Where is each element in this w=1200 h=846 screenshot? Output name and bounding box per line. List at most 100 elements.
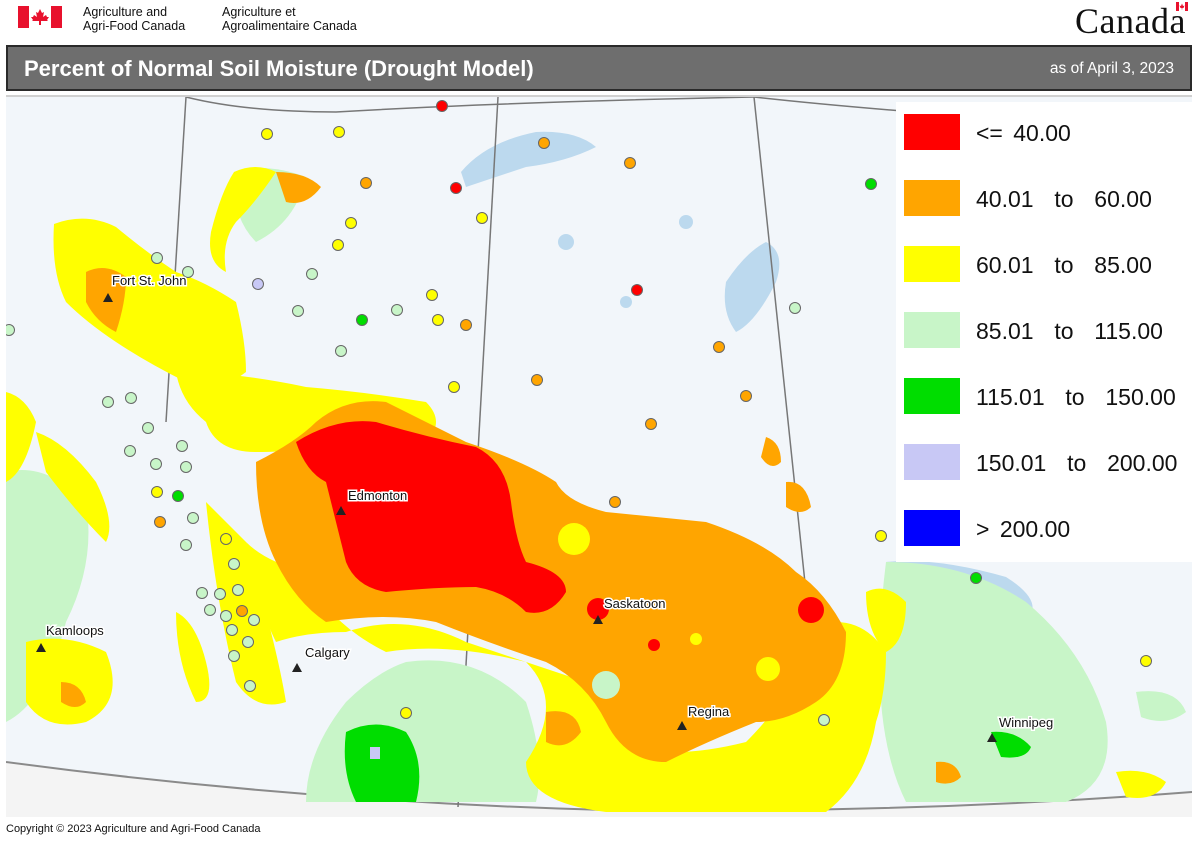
city-calgary[interactable]: Calgary — [292, 644, 352, 672]
department-name-french: Agriculture et Agroalimentaire Canada — [222, 5, 357, 33]
station-dot — [460, 319, 472, 331]
zone-yellow-sliver — [176, 612, 210, 702]
city-marker-icon — [292, 663, 302, 672]
station-dot — [226, 624, 238, 636]
copyright-notice: Copyright © 2023 Agriculture and Agri-Fo… — [6, 823, 261, 835]
legend-swatch — [904, 114, 960, 150]
zone-orange-mb — [936, 761, 961, 784]
dept-fr-line1: Agriculture et — [222, 5, 296, 19]
city-markers: Fort St. John Edmonton Kamloops Calgary … — [36, 272, 1055, 742]
lake-small-2 — [620, 296, 632, 308]
city-regina[interactable]: Regina — [677, 703, 731, 730]
city-marker-icon — [987, 733, 997, 742]
department-name-english: Agriculture and Agri-Food Canada — [83, 5, 185, 33]
stations — [6, 100, 1152, 726]
station-dot — [124, 445, 136, 457]
zone-lg-east — [1136, 691, 1186, 721]
station-dot — [220, 610, 232, 622]
station-dot — [713, 341, 725, 353]
zone-yellow-north — [210, 167, 276, 272]
station-dot — [335, 345, 347, 357]
zone-red-small — [648, 639, 660, 651]
station-dot — [228, 558, 240, 570]
legend-swatch — [904, 312, 960, 348]
station-dot — [391, 304, 403, 316]
station-dot — [252, 278, 264, 290]
header-bar: Agriculture and Agri-Food Canada Agricul… — [0, 0, 1200, 42]
station-dot — [151, 486, 163, 498]
reindeer-lake — [724, 242, 780, 332]
city-marker-icon — [103, 293, 113, 302]
zone-orange-sk-east-2 — [786, 481, 811, 512]
station-dot — [242, 636, 254, 648]
lake-athabasca — [461, 131, 596, 187]
wordmark-flag-icon — [1176, 2, 1188, 11]
legend-swatch — [904, 510, 960, 546]
legend-item-115-150: 115.01 to 150.00 — [904, 378, 1189, 418]
station-dot — [1140, 655, 1152, 667]
dept-en-line2: Agri-Food Canada — [83, 19, 186, 33]
city-winnipeg[interactable]: Winnipeg — [987, 714, 1055, 742]
city-fort-st-john[interactable]: Fort St. John — [103, 272, 188, 302]
station-dot — [818, 714, 830, 726]
lake-small-3 — [679, 215, 693, 229]
zone-yellow-bc-strip — [36, 432, 110, 542]
station-dot — [182, 266, 194, 278]
station-dot — [176, 440, 188, 452]
station-dot — [875, 530, 887, 542]
legend-swatch — [904, 378, 960, 414]
station-dot — [187, 512, 199, 524]
zone-115-150 — [344, 724, 1031, 802]
station-dot — [865, 178, 877, 190]
zone-orange-blob-1 — [546, 711, 581, 746]
legend-swatch — [904, 444, 960, 480]
station-dot — [204, 604, 216, 616]
station-dot — [789, 302, 801, 314]
station-dot — [248, 614, 260, 626]
legend-item-60-85: 60.01 to 85.00 — [904, 246, 1189, 286]
station-dot — [244, 680, 256, 692]
city-label-saskatoon: Saskatoon — [604, 596, 665, 611]
city-label-edmonton: Edmonton — [348, 488, 407, 503]
station-dot — [531, 374, 543, 386]
station-dot — [332, 239, 344, 251]
us-region — [6, 762, 1192, 817]
spot-yellow-1 — [558, 523, 590, 555]
city-marker-icon — [677, 721, 687, 730]
station-dot — [645, 418, 657, 430]
city-label-winnipeg: Winnipeg — [999, 715, 1053, 730]
spot-yellow-2 — [756, 657, 780, 681]
station-dot — [232, 584, 244, 596]
map-title: Percent of Normal Soil Moisture (Drought… — [24, 56, 534, 81]
legend-label: 115.01 to 150.00 — [976, 384, 1176, 410]
border-nwt — [185, 97, 755, 113]
station-dot — [333, 126, 345, 138]
city-saskatoon[interactable]: Saskatoon — [593, 595, 667, 624]
station-dot — [609, 496, 621, 508]
station-dot — [360, 177, 372, 189]
moisture-zones — [6, 167, 1186, 812]
city-label-fort-st-john: Fort St. John — [112, 273, 186, 288]
station-dot — [142, 422, 154, 434]
station-dot — [450, 182, 462, 194]
station-dot — [538, 137, 550, 149]
zone-yellow-mb — [866, 588, 906, 652]
city-kamloops[interactable]: Kamloops — [36, 622, 106, 652]
station-dot — [448, 381, 460, 393]
station-dot — [154, 516, 166, 528]
zone-yellow-peace — [53, 218, 246, 390]
station-dot — [6, 324, 15, 336]
legend-label: 60.01 to 85.00 — [976, 252, 1152, 278]
city-edmonton[interactable]: Edmonton — [336, 487, 409, 515]
legend-item-40-60: 40.01 to 60.00 — [904, 180, 1189, 220]
legend-label: 85.01 to 115.00 — [976, 318, 1163, 344]
legend-item-150-200: 150.01 to 200.00 — [904, 444, 1189, 484]
station-dot — [306, 268, 318, 280]
legend-label: 150.01 to 200.00 — [976, 450, 1178, 476]
zone-red-saskatoon — [587, 598, 609, 620]
canada-wordmark: Canada — [1075, 1, 1186, 41]
legend-swatch — [904, 180, 960, 216]
zone-green-winnipeg — [991, 731, 1031, 758]
legend-item-85-115: 85.01 to 115.00 — [904, 312, 1189, 352]
station-dot — [740, 390, 752, 402]
